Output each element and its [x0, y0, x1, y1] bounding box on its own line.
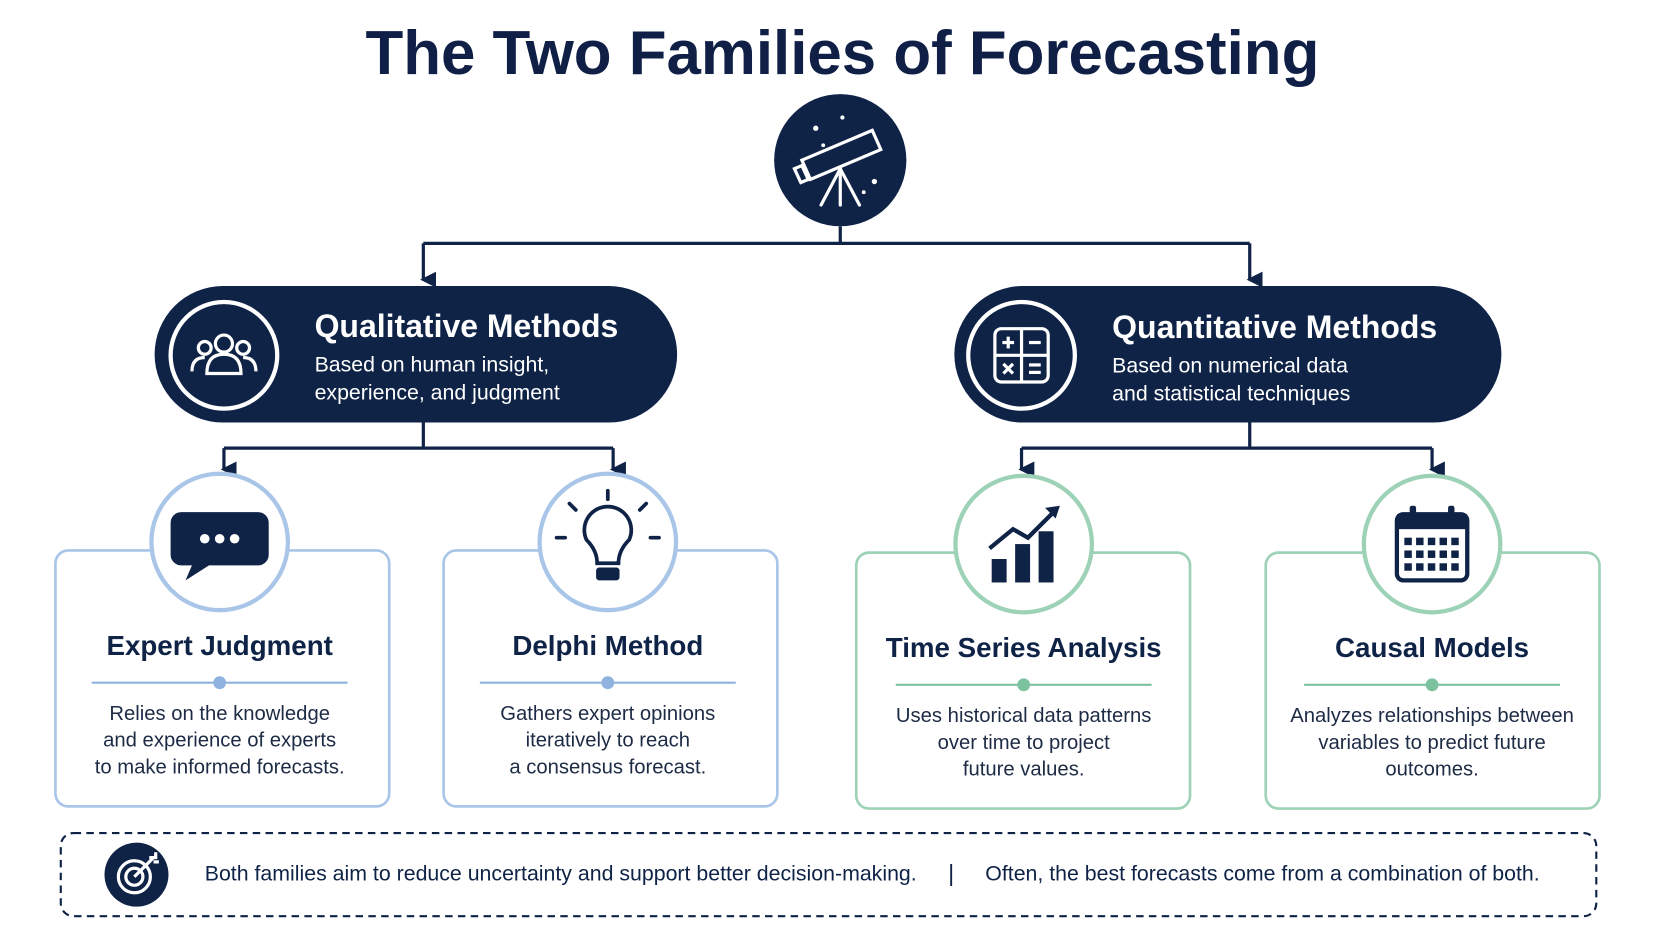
bulb-base	[596, 567, 620, 581]
family-title: Qualitative Methods	[315, 308, 619, 344]
method-description: Uses historical data patterns	[896, 705, 1152, 727]
calendar-ring	[1409, 505, 1417, 521]
chart-bar	[1015, 544, 1031, 583]
divider-dot	[1425, 678, 1439, 692]
divider-dot	[1017, 678, 1031, 692]
calendar-day	[1451, 550, 1459, 558]
method-title: Delphi Method	[512, 630, 703, 661]
right-connector	[1018, 422, 1445, 478]
footer: Both families aim to reduce uncertainty …	[59, 831, 1598, 918]
method-card: Delphi Method Gathers expert opinions iter…	[442, 471, 779, 808]
calendar-day	[1451, 563, 1459, 571]
chart-bar	[1038, 531, 1054, 583]
calendar-day	[1439, 550, 1448, 558]
footer-separator: |	[948, 860, 954, 886]
chat-icon	[170, 512, 269, 581]
calendar-day	[1404, 537, 1412, 546]
family-description: and statistical techniques	[1112, 381, 1350, 405]
family-description: Based on human insight,	[315, 353, 550, 377]
calendar-day	[1416, 563, 1424, 571]
chart-bar	[991, 559, 1007, 583]
method-description: a consensus forecast.	[509, 756, 706, 778]
method-description: iteratively to reach	[526, 730, 690, 752]
family-qualitative: Qualitative Methods Based on human insig…	[154, 286, 678, 423]
method-description: future values.	[963, 758, 1085, 780]
calendar-day	[1427, 550, 1436, 558]
calendar-day	[1439, 537, 1448, 546]
family-title: Quantitative Methods	[1112, 309, 1437, 345]
bulb-ray	[567, 501, 578, 512]
calendar-day	[1404, 550, 1412, 558]
calculator-icon	[993, 327, 1050, 384]
chat-dot	[199, 533, 210, 544]
method-description: Relies on the knowledge	[109, 703, 330, 725]
left-connector	[220, 422, 626, 478]
divider-dot	[213, 676, 227, 690]
title: The Two Families of Forecasting	[365, 19, 1319, 88]
calendar-icon	[1394, 512, 1470, 583]
calendar-header	[1396, 514, 1468, 530]
footer-text: Both families aim to reduce uncertainty …	[205, 861, 917, 885]
method-card: Time Series Analysis Uses historical data…	[854, 473, 1192, 810]
method-title: Time Series Analysis	[886, 632, 1162, 663]
bulb-ray	[637, 501, 649, 512]
chart-arrow	[1045, 505, 1060, 519]
chart-line	[988, 508, 1058, 550]
calendar-day	[1416, 550, 1424, 558]
calendar-day	[1439, 563, 1448, 571]
divider-dot	[601, 676, 615, 690]
target-icon	[104, 842, 169, 907]
method-description: variables to predict future	[1318, 732, 1545, 754]
top-connector	[420, 226, 1263, 288]
method-description: Gathers expert opinions	[500, 703, 715, 725]
method-description: and experience of experts	[103, 730, 336, 752]
method-title: Causal Models	[1335, 632, 1529, 663]
calendar-day	[1427, 563, 1436, 571]
method-description: Analyzes relationships between	[1290, 705, 1574, 727]
method-card: Expert Judgment Relies on the knowledge an…	[54, 471, 391, 808]
family-quantitative: Quantitative Methods Based on numerical …	[954, 286, 1502, 423]
method-description: to make informed forecasts.	[95, 756, 345, 778]
bulb-icon	[582, 504, 634, 566]
calendar-day	[1451, 537, 1459, 546]
method-description: over time to project	[938, 732, 1111, 754]
method-title: Expert Judgment	[106, 630, 332, 661]
people-icon	[190, 333, 258, 376]
footer-text: Often, the best forecasts come from a co…	[985, 861, 1539, 885]
chat-dot	[214, 533, 225, 544]
calendar-day	[1427, 537, 1436, 546]
calendar-ring	[1448, 505, 1455, 521]
calendar-day	[1404, 563, 1412, 571]
calendar-day	[1416, 537, 1424, 546]
family-description: experience, and judgment	[315, 380, 560, 404]
method-card: Causal Models Analyzes relationships betw…	[1264, 473, 1601, 810]
chat-dot	[229, 533, 240, 544]
family-description: Based on numerical data	[1112, 354, 1348, 378]
method-description: outcomes.	[1385, 758, 1478, 780]
telescope-icon	[774, 94, 907, 227]
